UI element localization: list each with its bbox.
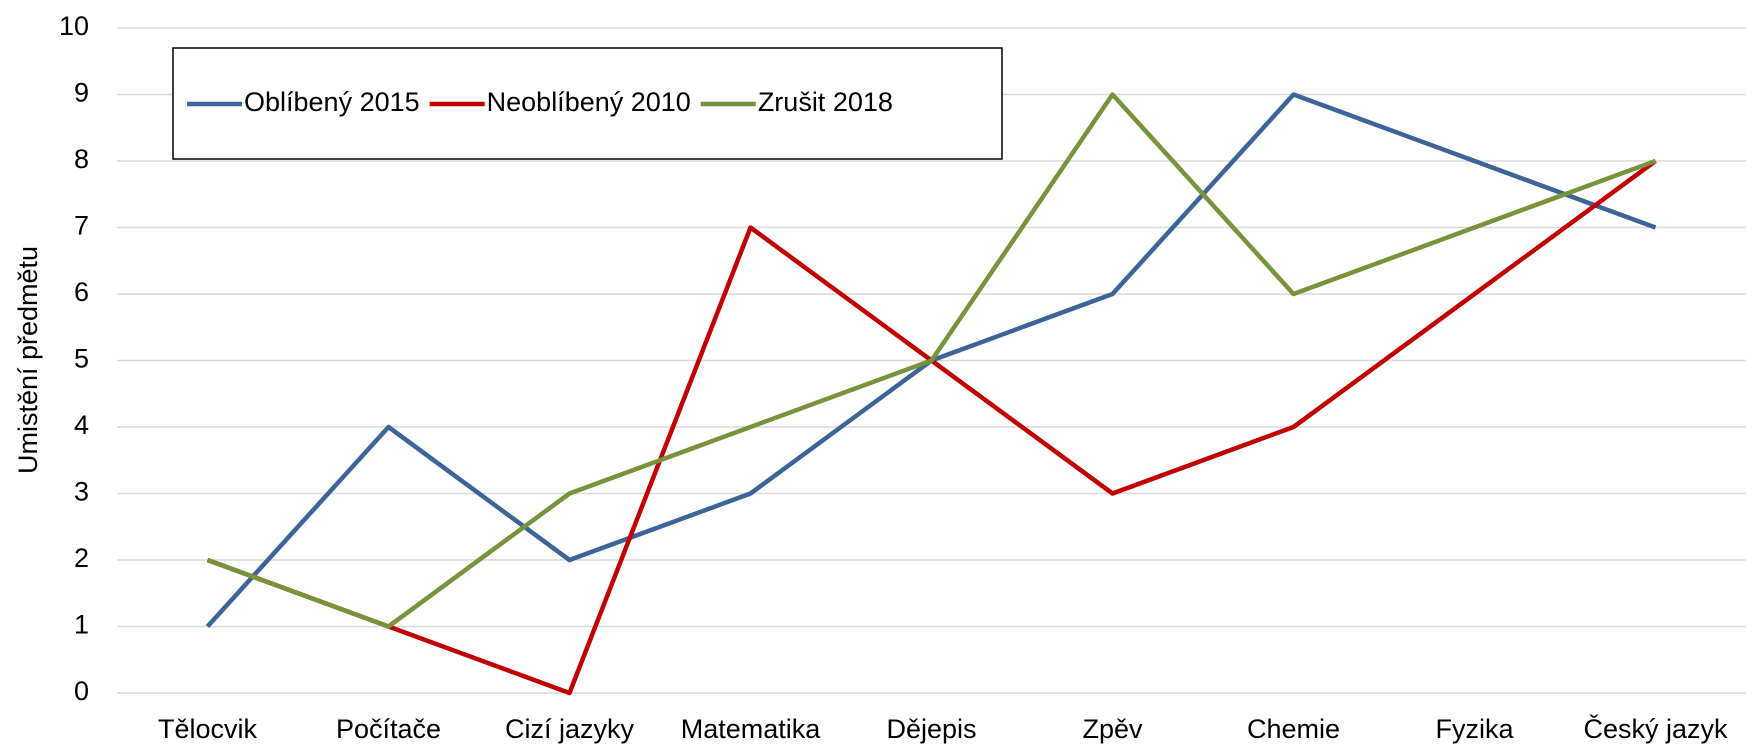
x-tick-label: Dějepis [886, 714, 976, 744]
x-tick-label: Počítače [336, 714, 441, 744]
x-tick-label: Zpěv [1082, 714, 1143, 744]
y-tick-label: 8 [74, 144, 89, 174]
legend-box [172, 47, 1003, 160]
y-tick-label: 2 [74, 543, 89, 573]
legend-label: Neoblíbený 2010 [487, 87, 691, 117]
y-axis-title: Umistění předmětu [13, 246, 43, 474]
x-tick-label: Fyzika [1435, 714, 1514, 744]
x-tick-label: Tělocvik [158, 714, 258, 744]
y-tick-label: 7 [74, 211, 89, 241]
x-tick-label: Matematika [681, 714, 822, 744]
y-tick-label: 6 [74, 277, 89, 307]
y-tick-label: 9 [74, 78, 89, 108]
y-tick-label: 0 [74, 676, 89, 706]
legend-label: Zrušit 2018 [758, 87, 893, 117]
series-line [206, 92, 1657, 629]
y-tick-label: 1 [74, 610, 89, 640]
y-tick-label: 10 [59, 11, 89, 41]
y-tick-label: 5 [74, 344, 89, 374]
x-tick-label: Český jazyk [1583, 713, 1728, 744]
x-tick-label: Chemie [1247, 714, 1340, 744]
legend-label: Oblíbený 2015 [244, 87, 420, 117]
y-tick-label: 4 [74, 410, 89, 440]
x-tick-label: Cizí jazyky [505, 714, 635, 744]
y-tick-label: 3 [74, 477, 89, 507]
